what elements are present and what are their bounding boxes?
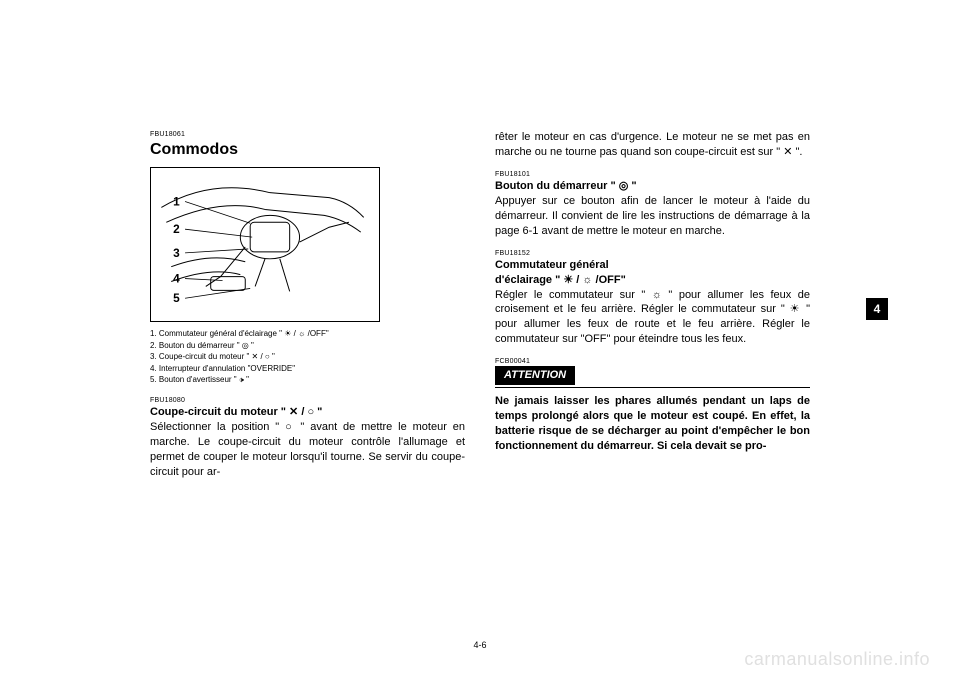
caption-line: 4. Interrupteur d'annulation "OVERRIDE" xyxy=(150,363,465,375)
subsection-title: Coupe-circuit du moteur " ✕ / ○ " xyxy=(150,405,465,420)
subsection-title: Bouton du démarreur " ◎ " xyxy=(495,179,810,194)
right-column: rêter le moteur en cas d'urgence. Le mot… xyxy=(495,130,810,480)
caption-line: 5. Bouton d'avertisseur " 🕩 " xyxy=(150,374,465,386)
attention-body: Ne jamais laisser les phares allumés pen… xyxy=(495,394,810,453)
attention-code: FCB00041 xyxy=(495,357,810,366)
attention-block: FCB00041 ATTENTION Ne jamais laisser les… xyxy=(495,357,810,454)
section-code: FBU18061 xyxy=(150,130,465,139)
light-switch-block: FBU18152 Commutateur général d'éclairage… xyxy=(495,249,810,348)
callout-2: 2 xyxy=(173,222,180,236)
subsection-body: Régler le commutateur sur " ☼ " pour all… xyxy=(495,288,810,347)
starter-button-block: FBU18101 Bouton du démarreur " ◎ " Appuy… xyxy=(495,170,810,239)
callout-3: 3 xyxy=(173,246,180,260)
subsection-title-line2: d'éclairage " ☀ / ☼ /OFF" xyxy=(495,273,810,288)
watermark: carmanualsonline.info xyxy=(744,649,930,670)
caption-line: 1. Commutateur général d'éclairage " ☀ /… xyxy=(150,328,465,340)
attention-label: ATTENTION xyxy=(495,366,575,385)
columns: FBU18061 Commodos xyxy=(150,130,810,480)
callout-4: 4 xyxy=(173,272,180,286)
subsection-body: Sélectionner la position " ○ " avant de … xyxy=(150,420,465,479)
subsection-code: FBU18101 xyxy=(495,170,810,179)
subsection-code: FBU18152 xyxy=(495,249,810,258)
content-area: FBU18061 Commodos xyxy=(150,130,810,590)
callout-1: 1 xyxy=(173,195,180,209)
chapter-tab: 4 xyxy=(866,298,888,320)
continuation-paragraph: rêter le moteur en cas d'urgence. Le mot… xyxy=(495,130,810,160)
page: FBU18061 Commodos xyxy=(0,0,960,678)
caption-line: 2. Bouton du démarreur " ◎ " xyxy=(150,340,465,352)
page-number: 4-6 xyxy=(473,640,486,650)
left-column: FBU18061 Commodos xyxy=(150,130,465,480)
handlebar-diagram: 1 2 3 4 5 xyxy=(151,168,379,321)
callout-5: 5 xyxy=(173,291,180,305)
commodos-figure: 1 2 3 4 5 xyxy=(150,167,380,322)
section-heading: Commodos xyxy=(150,139,465,161)
attention-rule xyxy=(495,387,810,388)
figure-captions: 1. Commutateur général d'éclairage " ☀ /… xyxy=(150,328,465,386)
subsection-title-line1: Commutateur général xyxy=(495,258,810,273)
caption-line: 3. Coupe-circuit du moteur " ✕ / ○ " xyxy=(150,351,465,363)
subsection-body: Appuyer sur ce bouton afin de lancer le … xyxy=(495,194,810,239)
subsection-code: FBU18080 xyxy=(150,396,465,405)
